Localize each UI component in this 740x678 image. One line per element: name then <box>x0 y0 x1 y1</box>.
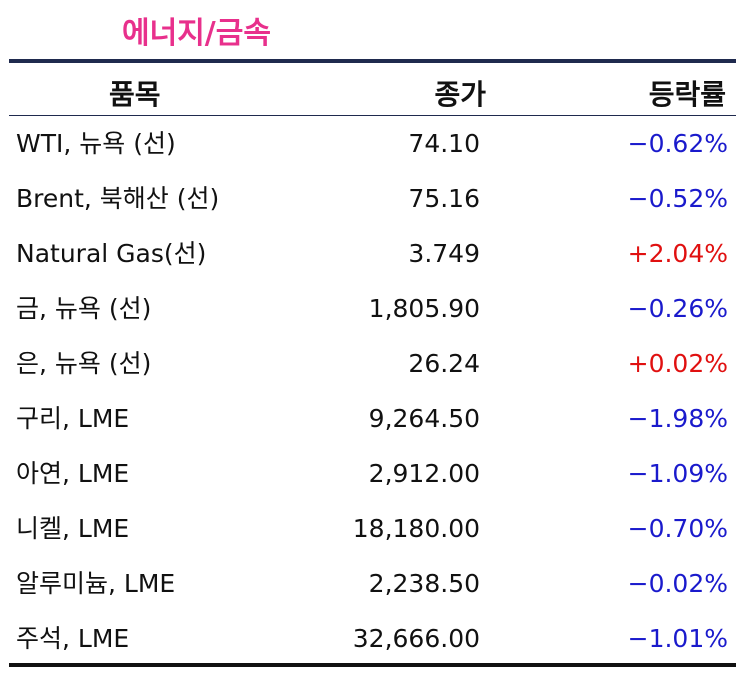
item-change: −1.98% <box>627 404 728 433</box>
table-body: WTI, 뉴욕 (선) 74.10 −0.62% Brent, 북해산 (선) … <box>9 116 736 666</box>
item-name: 알루미늄, LME <box>16 569 176 598</box>
header-item: 품목 <box>109 78 161 111</box>
table-row: Natural Gas(선) 3.749 +2.04% <box>9 226 736 281</box>
item-price: 9,264.50 <box>368 404 480 433</box>
item-price: 74.10 <box>408 129 480 158</box>
table-row: 알루미늄, LME 2,238.50 −0.02% <box>9 556 736 611</box>
section-title: 에너지/금속 <box>122 16 271 51</box>
item-change: −0.02% <box>627 569 728 598</box>
header-price: 종가 <box>434 78 486 111</box>
item-change: +0.02% <box>627 349 728 378</box>
item-change: −0.70% <box>627 514 728 543</box>
item-change: −0.52% <box>627 184 728 213</box>
item-change: −0.26% <box>627 294 728 323</box>
table-row: 금, 뉴욕 (선) 1,805.90 −0.26% <box>9 281 736 336</box>
header-change: 등락률 <box>648 78 726 111</box>
item-name: 니켈, LME <box>16 514 130 543</box>
table-row: 주석, LME 32,666.00 −1.01% <box>9 611 736 666</box>
item-name: 주석, LME <box>16 624 130 653</box>
commodity-table: 품목 종가 등락률 WTI, 뉴욕 (선) 74.10 −0.62% Brent… <box>9 63 736 653</box>
item-price: 2,912.00 <box>368 459 480 488</box>
item-price: 18,180.00 <box>352 514 480 543</box>
item-change: +2.04% <box>627 239 728 268</box>
item-name: WTI, 뉴욕 (선) <box>16 129 176 158</box>
table-top-rule <box>9 59 736 63</box>
table-row: 은, 뉴욕 (선) 26.24 +0.02% <box>9 336 736 391</box>
item-name: 구리, LME <box>16 404 130 433</box>
table-header: 품목 종가 등락률 <box>9 63 736 115</box>
item-price: 2,238.50 <box>368 569 480 598</box>
header-divider <box>9 115 736 116</box>
item-price: 75.16 <box>408 184 480 213</box>
table-row: 구리, LME 9,264.50 −1.98% <box>9 391 736 446</box>
table-row: Brent, 북해산 (선) 75.16 −0.52% <box>9 171 736 226</box>
table-bottom-rule <box>9 663 736 667</box>
item-name: Natural Gas(선) <box>16 239 207 268</box>
item-change: −1.09% <box>627 459 728 488</box>
item-change: −1.01% <box>627 624 728 653</box>
table-row: 아연, LME 2,912.00 −1.09% <box>9 446 736 501</box>
item-change: −0.62% <box>627 129 728 158</box>
item-price: 1,805.90 <box>368 294 480 323</box>
table-row: 니켈, LME 18,180.00 −0.70% <box>9 501 736 556</box>
item-name: 아연, LME <box>16 459 130 488</box>
item-name: Brent, 북해산 (선) <box>16 184 220 213</box>
item-price: 26.24 <box>408 349 480 378</box>
table-row: WTI, 뉴욕 (선) 74.10 −0.62% <box>9 116 736 171</box>
item-name: 금, 뉴욕 (선) <box>16 294 152 323</box>
item-name: 은, 뉴욕 (선) <box>16 349 152 378</box>
item-price: 32,666.00 <box>352 624 480 653</box>
item-price: 3.749 <box>408 239 480 268</box>
